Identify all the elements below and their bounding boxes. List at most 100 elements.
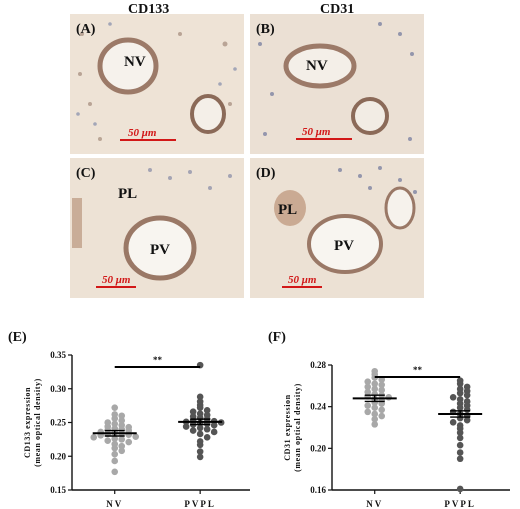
- tissue-label-pl: PL: [118, 186, 138, 202]
- x-tick-label: PVPL: [444, 499, 476, 509]
- data-point: [118, 412, 126, 420]
- data-point: [189, 408, 197, 415]
- y-tick-label: 0.35: [50, 350, 66, 360]
- x-tick-label: NV: [366, 499, 383, 509]
- data-point: [111, 444, 119, 452]
- data-point: [111, 404, 119, 411]
- data-point: [118, 417, 126, 424]
- significance-label: **: [413, 365, 423, 375]
- y-tick-label: 0.28: [310, 360, 326, 370]
- x-tick-label: NV: [106, 499, 123, 509]
- tissue-label-nv: NV: [124, 54, 146, 70]
- data-point: [111, 468, 119, 476]
- data-point: [104, 437, 112, 445]
- micrograph-panel-c: (C) PL PV 50 μm: [70, 158, 244, 298]
- data-point: [203, 434, 211, 441]
- tissue-label-pl: PL: [278, 202, 298, 218]
- data-point: [456, 434, 464, 442]
- data-point: [449, 418, 457, 426]
- data-point: [371, 410, 379, 418]
- tissue-image: [250, 158, 424, 298]
- panel-label: (D): [256, 166, 276, 181]
- data-point: [196, 424, 204, 432]
- y-tick-label: 0.20: [310, 443, 326, 453]
- scatter-chart-cd31: 0.16 0.20 0.24 0.28 CD31 expression (mean opt…: [283, 360, 510, 509]
- data-point: [196, 393, 204, 401]
- data-point: [111, 435, 119, 442]
- data-point: [371, 380, 379, 388]
- data-point: [111, 420, 119, 428]
- data-point: [203, 407, 211, 414]
- scale-bar-label: 50 μm: [128, 127, 157, 139]
- data-point: [203, 425, 211, 433]
- data-point: [182, 423, 190, 430]
- y-tick-label: 0.24: [310, 402, 326, 412]
- data-point: [463, 406, 471, 414]
- data-point: [196, 448, 204, 455]
- y-tick-label: 0.20: [50, 451, 66, 461]
- data-point: [196, 441, 204, 449]
- significance-label: **: [153, 355, 163, 365]
- data-point: [463, 391, 471, 399]
- column-header-cd133: CD133: [128, 2, 170, 17]
- data-point: [456, 449, 464, 456]
- data-point: [210, 421, 218, 429]
- panel-label: (C): [76, 166, 96, 181]
- data-point: [196, 430, 204, 438]
- data-point: [364, 378, 372, 385]
- y-axis-title: CD31 expression: [283, 394, 292, 460]
- chart-label-f: (F): [268, 330, 286, 345]
- panel-label: (A): [76, 22, 96, 37]
- data-point: [456, 485, 464, 493]
- data-point: [364, 402, 372, 409]
- data-point: [118, 442, 126, 450]
- scale-bar-label: 50 μm: [102, 274, 131, 286]
- column-header-cd31: CD31: [320, 2, 355, 17]
- data-point: [456, 441, 464, 449]
- data-point: [456, 380, 464, 388]
- tissue-image: [70, 14, 244, 154]
- data-point: [456, 429, 464, 437]
- scale-bar: [296, 138, 352, 140]
- micrograph-panel-d: (D) PL PV 50 μm: [250, 158, 424, 298]
- tissue-label-pv: PV: [150, 242, 170, 258]
- micrograph-panel-a: (A) NV 50 μm: [70, 14, 244, 154]
- data-point: [371, 385, 379, 393]
- y-tick-label: 0.15: [50, 485, 66, 495]
- data-point: [456, 455, 464, 463]
- scale-bar: [282, 286, 322, 288]
- data-point: [364, 383, 372, 391]
- chart-label-e: (E): [8, 330, 27, 345]
- tissue-image: [70, 158, 244, 298]
- y-tick-label: 0.16: [310, 485, 326, 495]
- data-point: [111, 415, 119, 422]
- data-point: [456, 389, 464, 397]
- data-point: [378, 386, 386, 394]
- data-point: [210, 428, 218, 436]
- data-point: [378, 406, 386, 414]
- micrograph-panel-b: (B) NV 50 μm: [250, 14, 424, 154]
- y-axis-title: CD133 expression: [23, 387, 32, 458]
- data-point: [385, 393, 393, 401]
- tissue-label-nv: NV: [306, 58, 328, 74]
- data-point: [371, 421, 379, 428]
- data-point: [463, 416, 471, 424]
- data-point: [456, 404, 464, 412]
- data-point: [371, 415, 379, 423]
- data-point: [132, 433, 140, 440]
- y-axis-title-units: (mean optical density): [33, 378, 42, 467]
- data-point: [111, 450, 119, 458]
- data-point: [118, 447, 126, 455]
- data-point: [449, 393, 457, 401]
- data-point: [364, 408, 372, 416]
- scatter-chart-cd133: 0.15 0.20 0.25 0.30 0.35 CD133 expression (mea…: [23, 350, 250, 509]
- scale-bar-label: 50 μm: [288, 274, 317, 286]
- data-point: [125, 438, 133, 446]
- tissue-image: [250, 14, 424, 154]
- data-point: [196, 404, 204, 411]
- tissue-label-pv: PV: [334, 238, 354, 254]
- data-point: [118, 436, 126, 443]
- y-tick-label: 0.30: [50, 384, 66, 394]
- data-point: [371, 374, 379, 381]
- data-point: [196, 453, 204, 461]
